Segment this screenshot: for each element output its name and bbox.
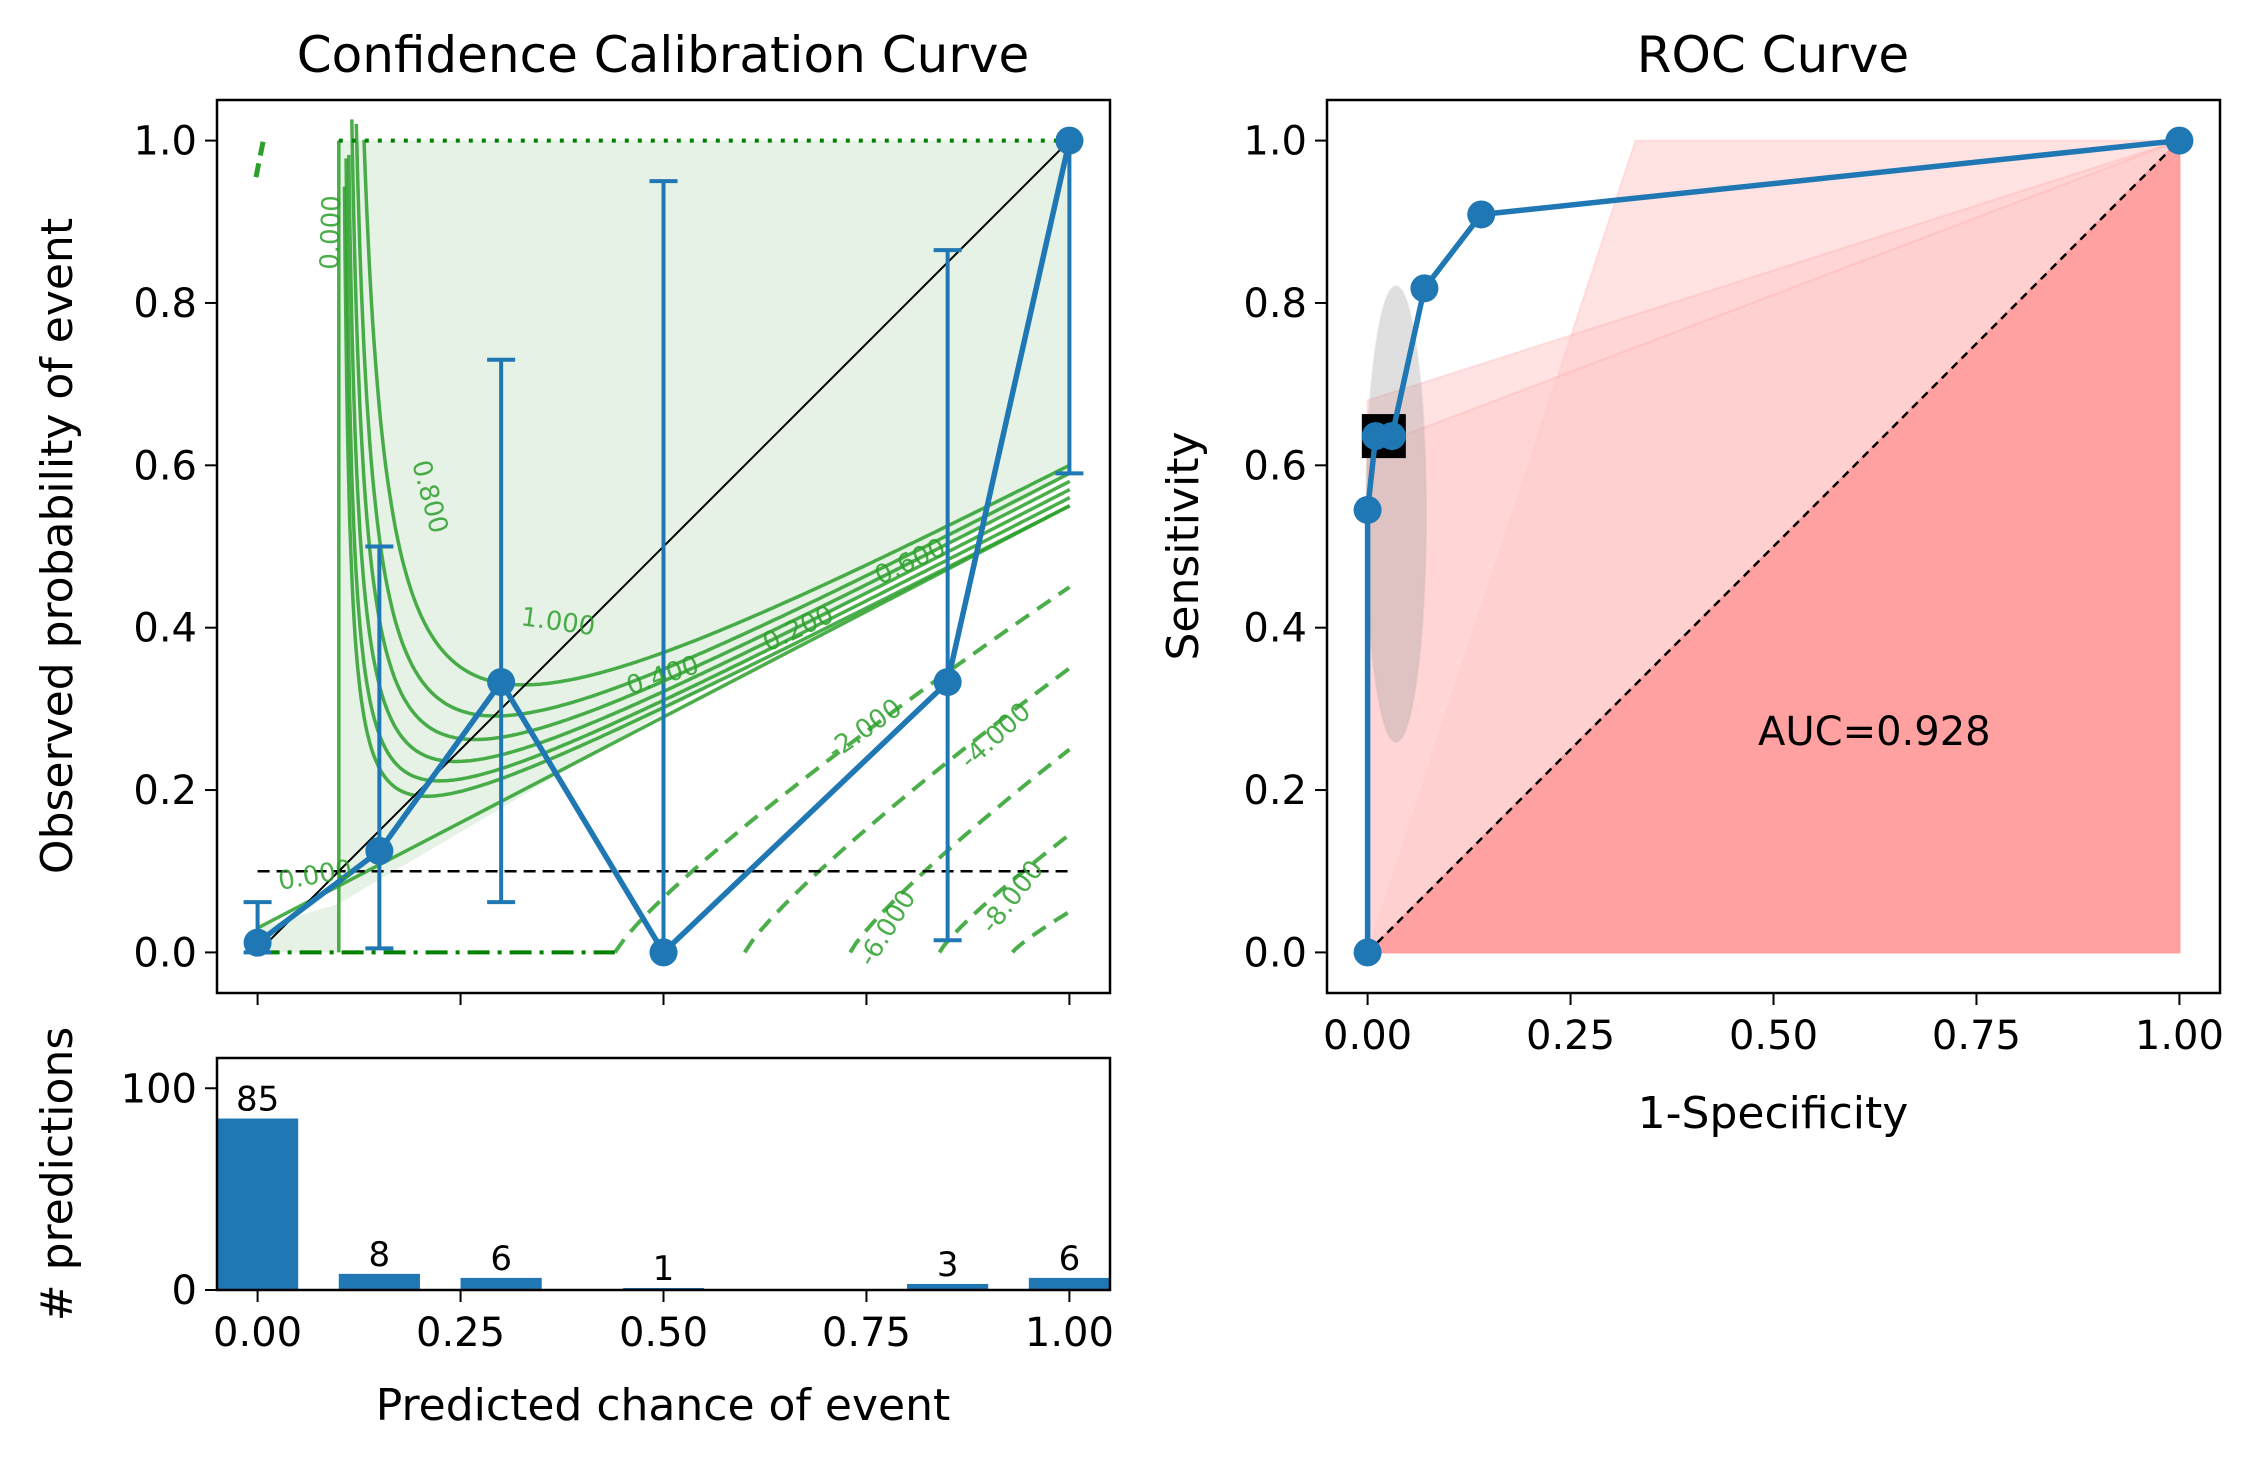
x-tick-label: 1.00 [2135,1013,2224,1059]
bar-value-label: 1 [653,1249,675,1289]
y-tick-label: 0 [172,1268,197,1314]
histogram-ticks: 0 100 0.00 0.25 0.50 0.75 1.00 [121,1066,1114,1356]
histogram-bar [907,1283,989,1290]
x-tick-label: 0.25 [1526,1013,1615,1059]
y-tick-label: 0.8 [133,281,197,327]
calibration-title: Confidence Calibration Curve [297,26,1029,84]
x-tick-label: 0.75 [1932,1013,2021,1059]
contour-line-dashed [937,833,1071,954]
y-tick-label: 1.0 [133,119,197,165]
calibration-panel: 0.000 0.800 1.000 0.400 0.200 0.600 0.00… [32,26,1112,1005]
histogram-bar [217,1118,299,1290]
bar-value-label: 6 [490,1239,512,1279]
contour-line-dashed [613,585,1071,954]
contour-label: -6.000 [852,885,922,972]
histogram-bar [1028,1277,1110,1290]
roc-point [1467,200,1496,229]
calibration-series [243,126,1084,967]
contour-line [362,139,1071,687]
contour-label: 0.000 [315,195,348,270]
calibration-point [933,668,962,697]
contour-label: -8.000 [975,855,1050,940]
x-tick-label: 0.00 [1323,1013,1412,1059]
calibration-point [649,938,678,967]
y-tick-label: 0.6 [133,443,197,489]
roc-y-axis-label: Sensitivity [1158,431,1209,660]
x-tick-label: 0.75 [822,1310,911,1356]
y-tick-label: 0.4 [133,606,197,652]
roc-point [2165,126,2194,155]
contour-line-dashed [743,666,1071,954]
calibration-point [1055,126,1084,155]
histogram-bar [460,1277,542,1290]
contour-line [344,158,1071,783]
roc-panel: 0.0 0.2 0.4 0.6 0.8 1.0 0.00 0.25 0.50 0.75 1.00 R… [1158,26,2224,1139]
histogram-bar [338,1273,420,1290]
y-tick-label: 0.8 [1243,281,1307,327]
roc-series [1353,126,2194,967]
contour-label: -4.000 [955,697,1037,775]
x-tick-label: 0.00 [213,1310,302,1356]
y-tick-label: 0.0 [133,930,197,976]
roc-point [1353,495,1382,524]
y-tick-label: 0.0 [1243,930,1307,976]
contour-line [347,154,1071,764]
roc-ticks: 0.0 0.2 0.4 0.6 0.8 1.0 0.00 0.25 0.50 0.75 1.00 [1243,119,2224,1059]
calibration-point [487,668,516,697]
histogram-bars: 85 8 6 1 3 6 [217,1080,1110,1290]
bar-value-label: 85 [236,1080,279,1120]
histogram-x-axis-label: Predicted chance of event [376,1380,950,1431]
calibration-y-axis-label: Observed probability of event [32,218,83,874]
y-tick-label: 0.4 [1243,606,1307,652]
roc-confidence-fills [1365,138,2181,954]
bar-value-label: 8 [369,1235,391,1275]
roc-point [1353,938,1382,967]
x-tick-label: 0.25 [416,1310,505,1356]
contour-line-dashed [848,747,1071,954]
y-tick-label: 1.0 [1243,119,1307,165]
contour-line [354,123,1071,718]
calibration-ticks: 0.0 0.2 0.4 0.6 0.8 1.0 [133,119,1071,1005]
roc-point [1377,422,1406,451]
y-tick-label: 0.2 [133,768,197,814]
x-tick-label: 0.50 [1729,1013,1818,1059]
chance-diagonal [1366,139,2181,954]
y-tick-label: 100 [121,1066,197,1112]
y-tick-label: 0.2 [1243,768,1307,814]
contour-line [342,186,1071,799]
calibration-point [243,928,272,957]
calibration-line [255,139,1073,957]
contour-fragment [253,136,267,178]
roc-x-axis-label: 1-Specificity [1638,1088,1909,1139]
y-tick-label: 0.6 [1243,443,1307,489]
x-tick-label: 1.00 [1025,1310,1114,1356]
auc-annotation: AUC=0.928 [1758,709,1991,755]
confidence-band-area [257,903,339,953]
contour-line-dashed [1011,910,1071,954]
histogram-y-axis-label: # predictions [32,1027,83,1322]
x-tick-label: 0.50 [619,1310,708,1356]
roc-title: ROC Curve [1637,26,1909,84]
histogram-panel: 85 8 6 1 3 6 0 100 0.00 0.25 0.50 0.75 1.00 Predict… [32,1027,1114,1431]
contour-line [350,119,1071,742]
bar-value-label: 6 [1059,1239,1081,1279]
roc-point [1410,274,1439,303]
calibration-point [365,836,394,865]
bar-value-label: 3 [937,1245,959,1285]
